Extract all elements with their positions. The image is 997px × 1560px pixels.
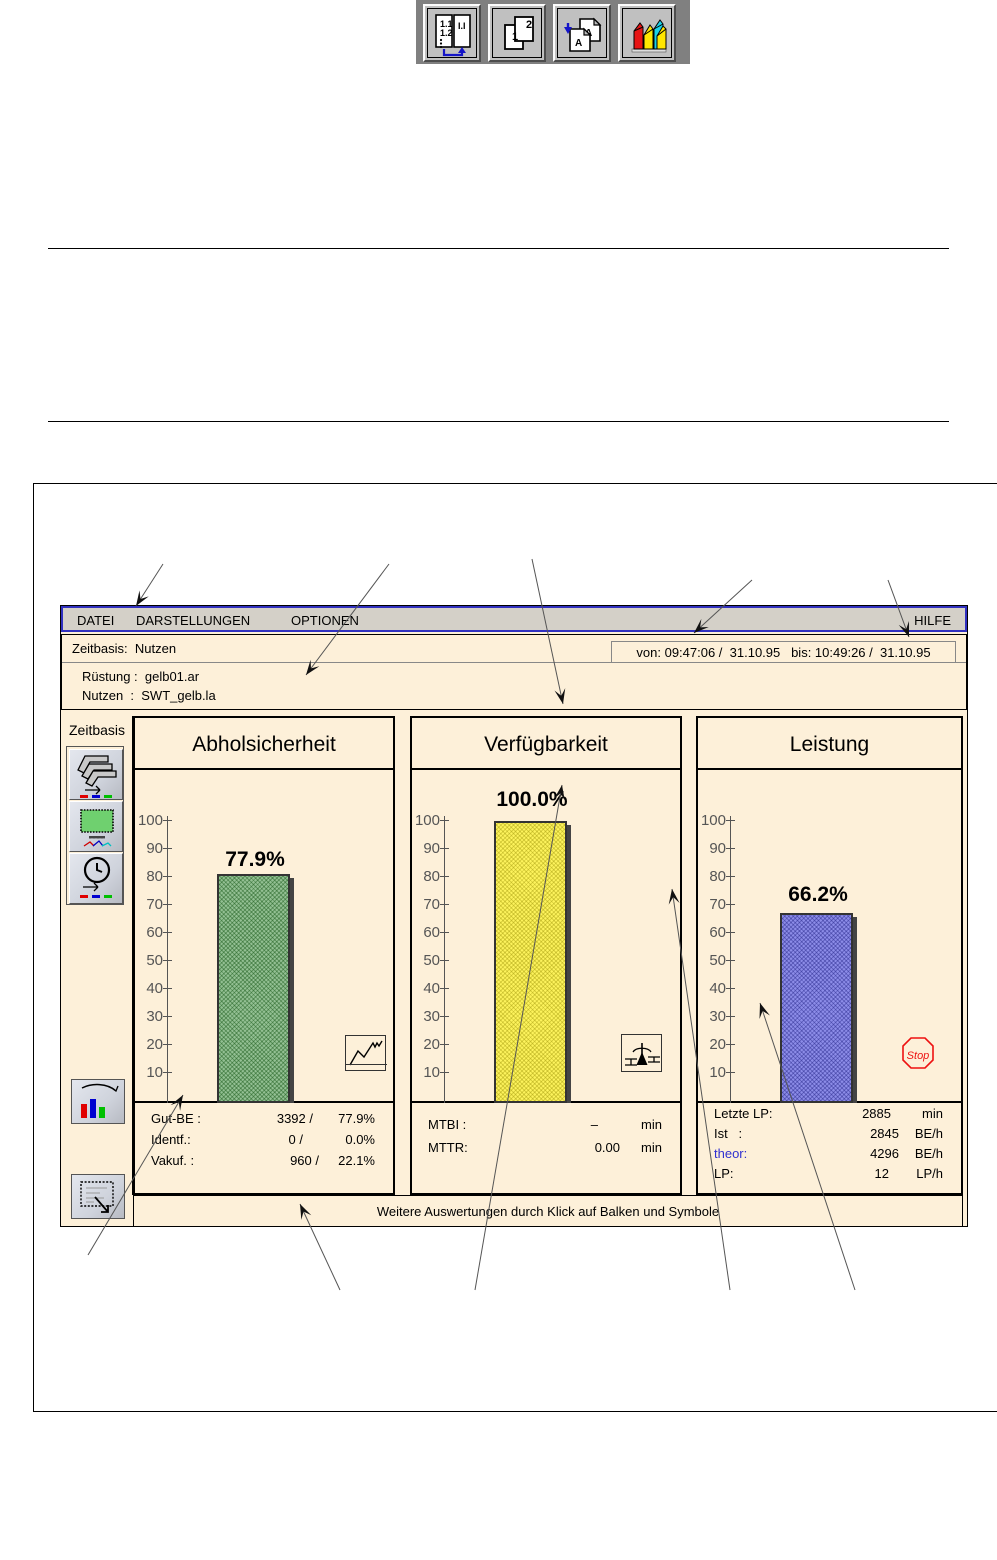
svg-text:I.I: I.I <box>458 21 466 31</box>
svg-text:Stop: Stop <box>907 1050 930 1062</box>
svg-text:1.2: 1.2 <box>440 28 453 38</box>
svg-text:A: A <box>575 38 582 49</box>
svg-text:2: 2 <box>526 19 532 31</box>
svg-text:1: 1 <box>512 31 518 43</box>
